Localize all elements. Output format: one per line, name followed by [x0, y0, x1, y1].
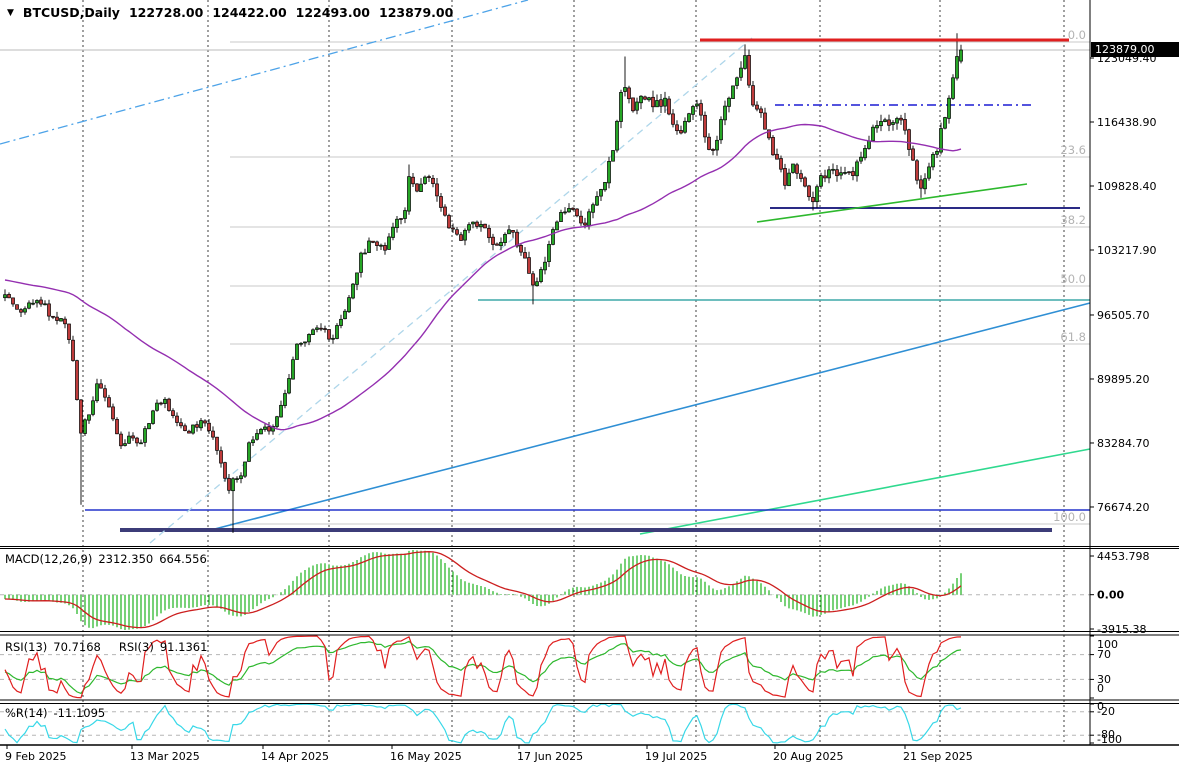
rsi3-line [4, 635, 962, 699]
price-tick-label: 76674.20 [1097, 501, 1150, 514]
price-tick-label: 83284.70 [1097, 437, 1150, 450]
macd-signal-line [4, 551, 962, 629]
macd-indicator-label: MACD(12,26,9) 2312.350 664.556 [5, 552, 207, 566]
wpr-scale[interactable]: 0-20 -80-100 [1090, 700, 1122, 746]
price-tick-label: 89895.20 [1097, 373, 1150, 386]
fib-level-label: 23.6 [1060, 143, 1086, 157]
moving-average [4, 123, 962, 431]
fib-level-label: 61.8 [1060, 330, 1086, 344]
date-tick-label: 16 May 2025 [390, 750, 462, 763]
wpr-pane[interactable] [0, 703, 1090, 744]
wpr-value: -11.1095 [53, 706, 106, 720]
macd-histogram [4, 550, 962, 630]
price-tick-label: 109828.40 [1097, 180, 1157, 193]
rsi13-line [4, 640, 962, 695]
wpr-tick-label: -80 [1097, 728, 1115, 741]
wpr-tick-label: -100 [1097, 733, 1122, 746]
rsi-tick-label: 0 [1097, 682, 1104, 695]
macd-pane[interactable] [0, 550, 1090, 630]
date-tick-label: 9 Feb 2025 [5, 750, 66, 763]
macd-signal-value: 664.556 [159, 552, 207, 566]
ascending-trendline-springgreen [639, 448, 1091, 535]
symbol-dropdown-icon[interactable]: ▼ [7, 7, 14, 18]
price-tick-label: 103217.90 [1097, 244, 1157, 257]
date-tick-label: 13 Mar 2025 [130, 750, 200, 763]
time-scale[interactable]: 9 Feb 2025 13 Mar 2025 14 Apr 2025 16 May 2… [5, 745, 973, 763]
macd-tick-label: 4453.798 [1097, 550, 1150, 563]
ascending-trendline-green [756, 183, 1028, 223]
wpr-tick-label: 0 [1097, 700, 1104, 713]
ascending-trendline-steelblue [206, 302, 1091, 532]
rsi-pane[interactable] [0, 635, 1090, 699]
macd-main-value: 2312.350 [98, 552, 154, 566]
ohlc-high: 124422.00 [212, 5, 287, 20]
date-tick-label: 19 Jul 2025 [645, 750, 707, 763]
trendline-pale-dashed [149, 37, 753, 544]
fibonacci-retracement[interactable]: 0.0 23.6 38.2 50.0 61.8 100.0 [230, 28, 1090, 525]
current-price-badge: 123879.00 [1091, 42, 1179, 57]
period-separators [82, 0, 1065, 744]
wpr-tick-label: -20 [1097, 705, 1115, 718]
fib-level-label: 0.0 [1068, 28, 1086, 42]
trendline-overlays[interactable] [0, 0, 1091, 544]
symbol-header: ▼ BTCUSD,Daily 122728.00 124422.00 12249… [7, 5, 453, 20]
price-tick-label: 96505.70 [1097, 309, 1150, 322]
symbol-label: BTCUSD,Daily [22, 5, 120, 20]
channel-line-skyblue-dashdot [0, 0, 529, 145]
wpr-name: %R(14) [5, 706, 48, 720]
wpr-line [4, 703, 962, 744]
price-tick-label: 116438.90 [1097, 116, 1157, 129]
macd-name: MACD(12,26,9) [5, 552, 93, 566]
pane-borders [0, 0, 1179, 746]
macd-tick-label: -3915.38 [1097, 623, 1146, 636]
ohlc-close: 123879.00 [379, 5, 454, 20]
macd-tick-label: 0.00 [1097, 589, 1124, 602]
rsi13-name: RSI(13) [5, 640, 48, 654]
candle-wicks [4, 33, 962, 533]
rsi3-value: 91.1361 [159, 640, 208, 654]
date-tick-label: 21 Sep 2025 [903, 750, 973, 763]
candles-group [3, 33, 963, 533]
rsi13-value: 70.7168 [53, 640, 101, 654]
rsi-tick-label: 100 [1097, 638, 1118, 651]
macd-scale[interactable]: 4453.798 0.00 -3915.38 [1090, 550, 1150, 636]
ohlc-low: 122493.00 [295, 5, 370, 20]
date-tick-label: 20 Aug 2025 [773, 750, 843, 763]
bull-candles [3, 49, 963, 492]
wpr-indicator-label: %R(14) -11.1095 [5, 706, 105, 720]
rsi-tick-label: 70 [1097, 648, 1111, 661]
fib-level-label: 50.0 [1060, 272, 1086, 286]
rsi-tick-label: 30 [1097, 673, 1111, 686]
fib-level-label: 100.0 [1053, 510, 1086, 524]
bear-candles [7, 55, 923, 491]
moving-average-line [4, 123, 962, 431]
price-scale[interactable]: 123049.40116438.90109828.40103217.909650… [1090, 52, 1157, 514]
date-tick-label: 17 Jun 2025 [517, 750, 583, 763]
date-tick-label: 14 Apr 2025 [261, 750, 329, 763]
fib-level-label: 38.2 [1060, 213, 1086, 227]
rsi3-name: RSI(3) [118, 640, 154, 654]
rsi-indicator-label: RSI(13) 70.7168 RSI(3) 91.1361 [5, 640, 207, 654]
ohlc-open: 122728.00 [128, 5, 204, 20]
